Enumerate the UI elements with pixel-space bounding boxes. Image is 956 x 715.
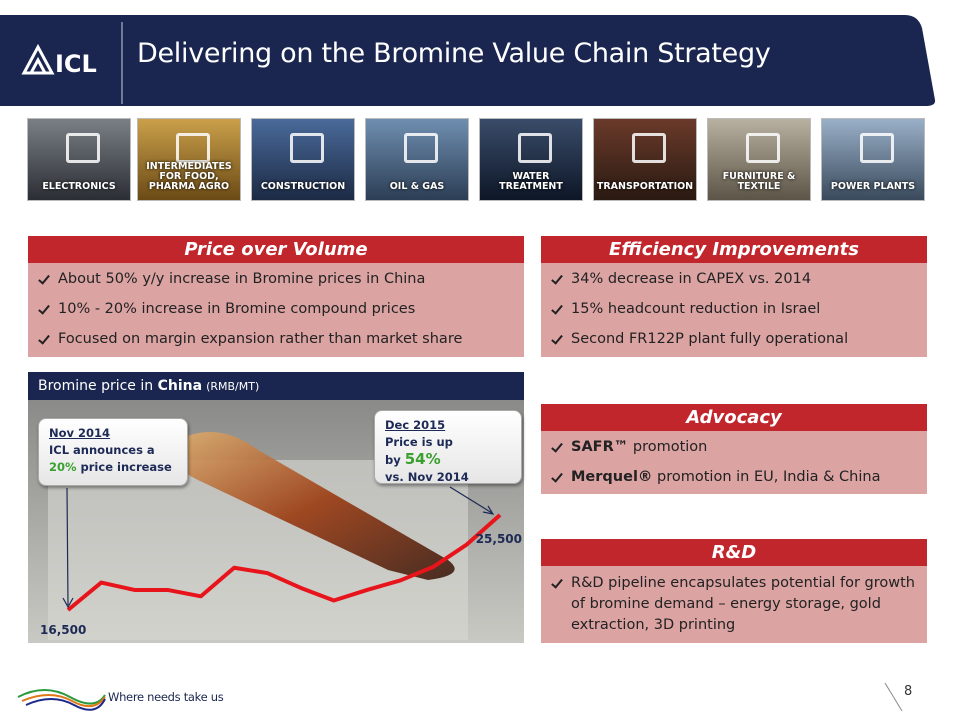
callout-date: Dec 2015: [385, 418, 446, 432]
check-icon: [551, 332, 563, 345]
panel-body: 34% decrease in CAPEX vs. 2014 15% headco…: [541, 263, 927, 354]
callout-line: 20% price increase: [49, 459, 177, 476]
sector-icon: [66, 133, 100, 163]
sector-icon: [860, 133, 894, 163]
sector-label: ELECTRONICS: [42, 181, 116, 192]
sector-icon: [632, 133, 666, 163]
sector-tile: CONSTRUCTION: [251, 118, 355, 201]
bullet: 10% - 20% increase in Bromine compound p…: [28, 294, 524, 324]
panel-body: SAFR™ promotion Merquel® promotion in EU,…: [541, 431, 927, 492]
check-icon: [38, 332, 50, 345]
bullet-text: R&D pipeline encapsulates potential for …: [571, 575, 915, 633]
sector-tile: INTERMEDIATES FOR FOOD, PHARMA AGRO: [137, 118, 241, 201]
check-icon: [38, 302, 50, 315]
bullet: R&D pipeline encapsulates potential for …: [541, 573, 927, 636]
bullet-text: 15% headcount reduction in Israel: [571, 301, 821, 317]
panel-title: Efficiency Improvements: [541, 236, 927, 263]
callout-highlight: 20%: [49, 460, 77, 474]
value-label: 16,500: [40, 623, 86, 637]
bullet: Second FR122P plant fully operational: [541, 324, 927, 354]
sector-tile: ELECTRONICS: [27, 118, 131, 201]
sector-tile: POWER PLANTS: [821, 118, 925, 201]
bullet: About 50% y/y increase in Bromine prices…: [28, 264, 524, 294]
sector-label: FURNITURE & TEXTILE: [722, 171, 796, 192]
sector-label: CONSTRUCTION: [260, 181, 346, 192]
callout-line: Price is up by 54%: [385, 434, 511, 469]
bullet-text: Second FR122P plant fully operational: [571, 331, 849, 347]
callout-highlight: 54%: [404, 450, 441, 468]
sector-label: TRANSPORTATION: [596, 181, 694, 192]
panel: Advocacy SAFR™ promotion Merquel® promotio…: [541, 404, 927, 494]
callout-text: Price is up by: [385, 435, 453, 467]
sector-icon: [290, 133, 324, 163]
bullet-text: 10% - 20% increase in Bromine compound p…: [58, 301, 416, 317]
sector-label: INTERMEDIATES FOR FOOD, PHARMA AGRO: [146, 161, 232, 192]
chart-header: Bromine price in China (RMB/MT): [28, 372, 524, 400]
callout-line: ICL announces a: [49, 442, 177, 459]
chart-unit: (RMB/MT): [206, 380, 260, 393]
sector-icon: [518, 133, 552, 163]
bullet-strong: SAFR™: [571, 439, 629, 455]
check-icon: [551, 272, 563, 285]
bullet-text: 34% decrease in CAPEX vs. 2014: [571, 271, 812, 287]
check-icon: [551, 470, 563, 483]
sector-icon: [746, 133, 780, 163]
panel-title: Price over Volume: [28, 236, 524, 263]
slide-title: Delivering on the Bromine Value Chain St…: [137, 38, 771, 69]
sector-label: WATER TREATMENT: [499, 171, 563, 192]
callout-text: ICL announces a: [49, 443, 155, 457]
value-label: 25,500: [476, 532, 522, 546]
bullet: SAFR™ promotion: [541, 432, 927, 462]
bullet: 34% decrease in CAPEX vs. 2014: [541, 264, 927, 294]
sector-tile: TRANSPORTATION: [593, 118, 697, 201]
callout-date: Nov 2014: [49, 426, 111, 440]
sector-label: OIL & GAS: [389, 181, 445, 192]
panel-title: Advocacy: [541, 404, 927, 431]
tube: [171, 432, 455, 580]
bullet: Focused on margin expansion rather than …: [28, 324, 524, 354]
bullet: Merquel® promotion in EU, India & China: [541, 462, 927, 492]
bullet-text: promotion in EU, India & China: [652, 469, 881, 485]
bullet-text: promotion: [628, 439, 708, 455]
bullet-text: Focused on margin expansion rather than …: [58, 331, 463, 347]
panel-title: R&D: [541, 539, 927, 566]
panel-body: R&D pipeline encapsulates potential for …: [541, 566, 927, 636]
callout: Dec 2015 Price is up by 54% vs. Nov 2014: [374, 410, 522, 484]
callout-text: vs. Nov 2014: [385, 470, 469, 484]
sector-tile: WATER TREATMENT: [479, 118, 583, 201]
bullet: 15% headcount reduction in Israel: [541, 294, 927, 324]
price-line: [66, 513, 502, 612]
bullet-strong: Merquel®: [571, 469, 653, 485]
chart-title: Bromine price in: [38, 378, 158, 394]
sector-label: POWER PLANTS: [830, 181, 916, 192]
header-band: [0, 15, 936, 106]
sector-icon: [404, 133, 438, 163]
callout-text: price increase: [80, 460, 172, 474]
panel: R&D R&D pipeline encapsulates potential f…: [541, 539, 927, 643]
logo: ICL: [55, 50, 97, 78]
sector-tile: FURNITURE & TEXTILE: [707, 118, 811, 201]
sector-icon: [176, 133, 210, 163]
tagline: Where needs take us: [108, 690, 224, 704]
panel-body: About 50% y/y increase in Bromine prices…: [28, 263, 524, 354]
check-icon: [551, 576, 563, 589]
callout: Nov 2014 ICL announces a 20% price increase: [38, 418, 188, 486]
arrow: [62, 487, 74, 609]
sector-tile: OIL & GAS: [365, 118, 469, 201]
panel: Price over Volume About 50% y/y increase …: [28, 236, 524, 357]
check-icon: [551, 302, 563, 315]
arrow: [449, 486, 495, 515]
footer-graphics: [17, 682, 903, 712]
bullet-text: About 50% y/y increase in Bromine prices…: [58, 271, 426, 287]
check-icon: [551, 440, 563, 453]
check-icon: [38, 272, 50, 285]
chart-title-emphasis: China: [157, 378, 203, 394]
page-number: 8: [904, 684, 913, 699]
panel: Efficiency Improvements 34% decrease in C…: [541, 236, 927, 357]
